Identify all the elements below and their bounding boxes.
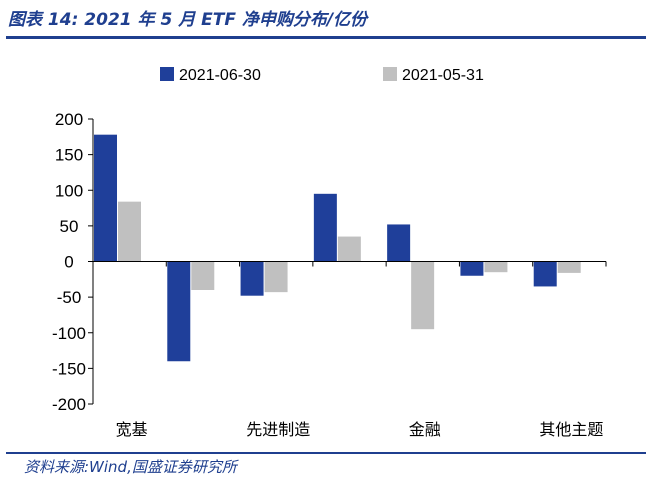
y-tick-label: 0 xyxy=(64,253,73,272)
bar-2021-05-31-其他主题 xyxy=(557,261,581,273)
bar-2021-05-31-主题 xyxy=(337,236,361,262)
bar-2021-05-31-宽基 xyxy=(118,201,141,262)
bar-2021-05-31-行业 xyxy=(191,261,215,290)
legend-swatch xyxy=(160,67,174,81)
y-tick-label: 50 xyxy=(60,217,79,236)
x-axis: 宽基 先进制造 金融 其他主题 xyxy=(93,261,607,439)
bar-2021-06-30-先进制造 xyxy=(240,261,264,296)
title-rule xyxy=(6,36,646,39)
legend-label: 2021-06-30 xyxy=(179,67,261,84)
y-tick-label: -50 xyxy=(57,288,82,307)
bar-2021-05-31-先进制造 xyxy=(264,261,288,293)
source-note: 资料来源:Wind,国盛证券研究所 xyxy=(24,458,237,476)
bar-group xyxy=(94,134,581,362)
x-category-label: 其他主题 xyxy=(539,420,603,439)
y-axis: 200 150 100 50 0 -50 -100 -150 -200 xyxy=(52,110,94,414)
legend-label: 2021-05-31 xyxy=(402,67,484,84)
legend-swatch xyxy=(383,67,397,81)
y-tick-label: -200 xyxy=(52,395,86,414)
y-tick-label: 150 xyxy=(55,146,83,165)
bar-2021-05-31-金融 xyxy=(411,261,435,330)
x-category-label: 金融 xyxy=(409,420,441,439)
y-tick-label: 200 xyxy=(55,110,83,129)
y-tick-label: -100 xyxy=(52,324,86,343)
figure-title: 图表 14: 2021 年 5 月 ETF 净申购分布/亿份 xyxy=(8,10,368,30)
x-category-label: 先进制造 xyxy=(246,420,310,439)
bar-2021-06-30-主题 xyxy=(313,193,337,262)
bar-2021-06-30-科技 xyxy=(460,261,484,276)
bar-2021-06-30-行业 xyxy=(167,261,191,362)
bar-2021-06-30-其他主题 xyxy=(533,261,557,287)
y-tick-label: 100 xyxy=(55,181,83,200)
bar-2021-06-30-宽基 xyxy=(94,134,117,262)
legend: 2021-06-30 2021-05-31 xyxy=(160,67,484,84)
source-rule xyxy=(6,452,646,454)
y-tick-label: -150 xyxy=(52,359,86,378)
bar-2021-05-31-科技 xyxy=(484,261,508,273)
x-category-label: 宽基 xyxy=(116,420,148,439)
bar-2021-06-30-金融 xyxy=(387,224,411,262)
